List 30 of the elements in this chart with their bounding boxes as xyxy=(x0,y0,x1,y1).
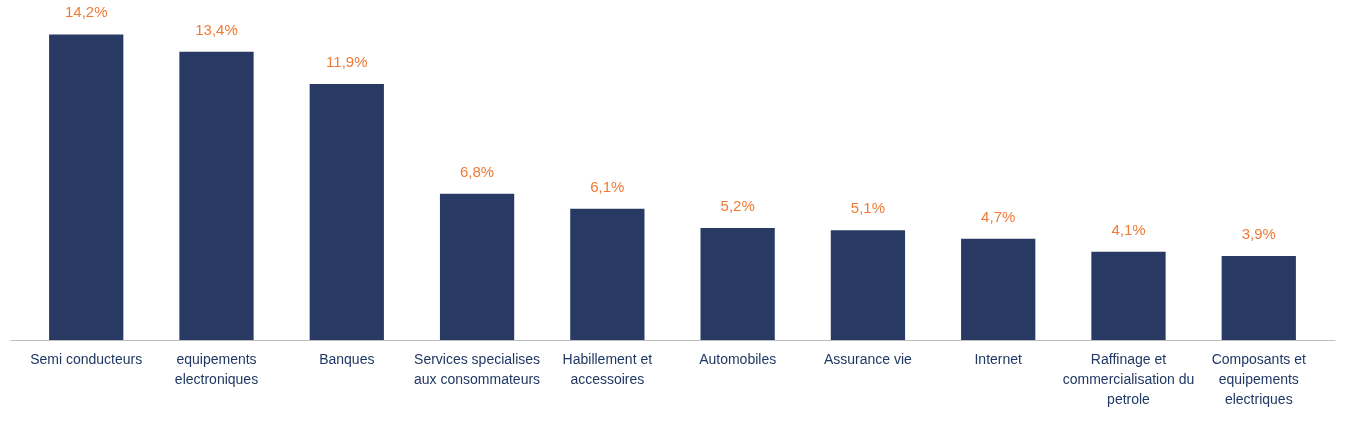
x-tick-label: Semi conducteurs xyxy=(30,350,143,367)
data-label: 4,1% xyxy=(1111,220,1146,238)
bar xyxy=(309,83,384,340)
x-tick-label: Assurance vie xyxy=(823,350,913,367)
x-tick-label: Habillement et accessoires xyxy=(562,350,653,387)
bar xyxy=(439,193,515,340)
data-label: 6,1% xyxy=(590,177,625,195)
bar xyxy=(49,34,124,340)
x-tick-label: Raffinage et commercialisation du petrole xyxy=(1062,350,1195,407)
bar xyxy=(700,228,775,340)
data-label: 13,4% xyxy=(195,20,238,38)
x-tick-label: Internet xyxy=(974,350,1023,367)
bar xyxy=(961,238,1036,340)
bar xyxy=(1091,251,1166,340)
data-label: 6,8% xyxy=(459,162,495,180)
bar xyxy=(830,230,906,340)
data-label: 11,9% xyxy=(326,52,368,70)
bar xyxy=(570,208,645,340)
x-tick-label: Services specialises aux consommateurs xyxy=(414,350,541,387)
x-tick-label: Composants et equipements electriques xyxy=(1211,350,1306,407)
data-label: 4,7% xyxy=(981,207,1016,225)
bar xyxy=(179,51,254,340)
data-label: 3,9% xyxy=(1241,225,1276,243)
data-label: 5,2% xyxy=(720,197,755,215)
x-tick-label: Banques xyxy=(319,350,375,367)
x-tick-label: Automobiles xyxy=(699,350,777,367)
data-label: 14,2% xyxy=(64,3,108,21)
bar xyxy=(1221,256,1296,340)
data-label: 5,1% xyxy=(850,199,886,217)
x-tick-label: equipements electroniques xyxy=(174,350,259,387)
